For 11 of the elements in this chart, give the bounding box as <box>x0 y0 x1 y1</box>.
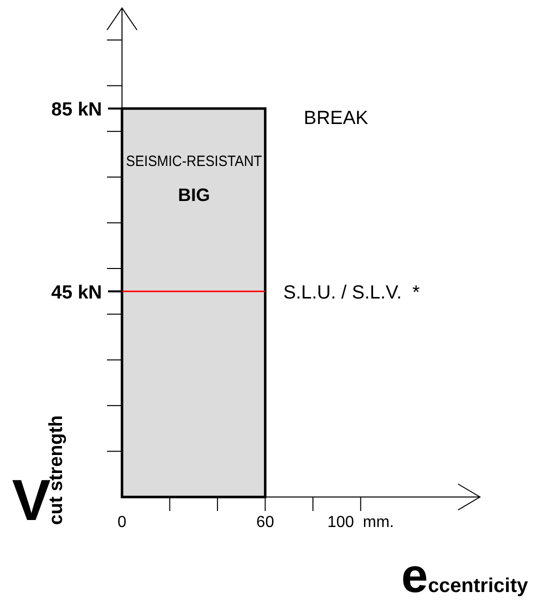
ref-line-label: S.L.U. / S.L.V. * <box>283 282 420 304</box>
annotation: BREAK <box>304 108 369 129</box>
annotation: SEISMIC-RESISTANT <box>126 153 276 170</box>
y-axis-title: V cut strength <box>12 415 67 533</box>
x-axis-title: eccentricity <box>401 550 529 603</box>
x-tick-label: 0 <box>118 514 127 531</box>
annotation: BIG <box>178 185 210 205</box>
y-tick-label: 45 kN <box>51 282 102 304</box>
x-tick-label: 60 <box>256 514 274 531</box>
y-tick-label: 85 kN <box>51 100 102 121</box>
x-tick-label: 100 mm. <box>327 514 394 531</box>
